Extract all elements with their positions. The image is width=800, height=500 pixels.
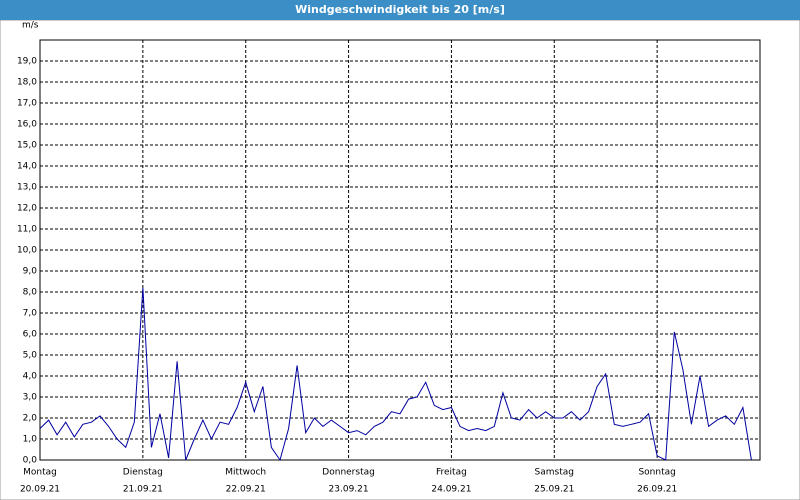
x-tick-date: 23.09.21 <box>329 485 369 495</box>
x-tick-label: Freitag <box>436 468 467 478</box>
y-tick-label: 19,0 <box>17 57 37 67</box>
y-tick-label: 18,0 <box>17 78 37 88</box>
y-tick-label: 14,0 <box>17 162 37 172</box>
y-tick-label: 4,0 <box>23 372 38 382</box>
x-tick-label: Dienstag <box>123 468 163 478</box>
wind-line <box>39 287 752 462</box>
y-axis-unit: m/s <box>22 21 39 31</box>
y-tick-label: 11,0 <box>17 225 37 235</box>
x-tick-label: Sonntag <box>638 468 675 478</box>
x-tick-date: 22.09.21 <box>226 485 266 495</box>
y-tick-label: 10,0 <box>17 246 37 256</box>
x-tick-label: Mittwoch <box>225 468 266 478</box>
frame <box>0 20 800 500</box>
chart: m/s 0,0 1,0 2,0 3,0 4,0 5,0 6,0 7,0 8,0 9,0 10,0 11… <box>0 20 800 500</box>
x-tick-label: Donnerstag <box>322 468 375 478</box>
x-tick-label: Samstag <box>535 468 574 478</box>
y-tick-label: 13,0 <box>17 183 37 193</box>
y-tick-label: 1,0 <box>23 435 38 445</box>
x-tick-date: 25.09.21 <box>534 485 574 495</box>
y-tick-label: 17,0 <box>17 99 37 109</box>
y-tick-label: 0,0 <box>23 456 38 466</box>
y-tick-label: 8,0 <box>23 288 38 298</box>
y-tick-label: 15,0 <box>17 141 37 151</box>
y-tick-label: 5,0 <box>23 351 38 361</box>
y-tick-label: 3,0 <box>23 393 38 403</box>
x-tick-label: Montag <box>23 468 57 478</box>
title-bar: Windgeschwindigkeit bis 20 [m/s] <box>0 0 800 20</box>
y-tick-label: 9,0 <box>23 267 38 277</box>
y-tick-label: 16,0 <box>17 120 37 130</box>
y-tick-label: 6,0 <box>23 330 38 340</box>
x-tick-date: 21.09.21 <box>123 485 163 495</box>
x-tick-date: 26.09.21 <box>637 485 677 495</box>
y-tick-label: 2,0 <box>23 414 38 424</box>
y-tick-label: 7,0 <box>23 309 38 319</box>
x-tick-date: 24.09.21 <box>431 485 471 495</box>
x-tick-date: 20.09.21 <box>20 485 60 495</box>
plot-area <box>39 39 761 461</box>
y-tick-label: 12,0 <box>17 204 37 214</box>
